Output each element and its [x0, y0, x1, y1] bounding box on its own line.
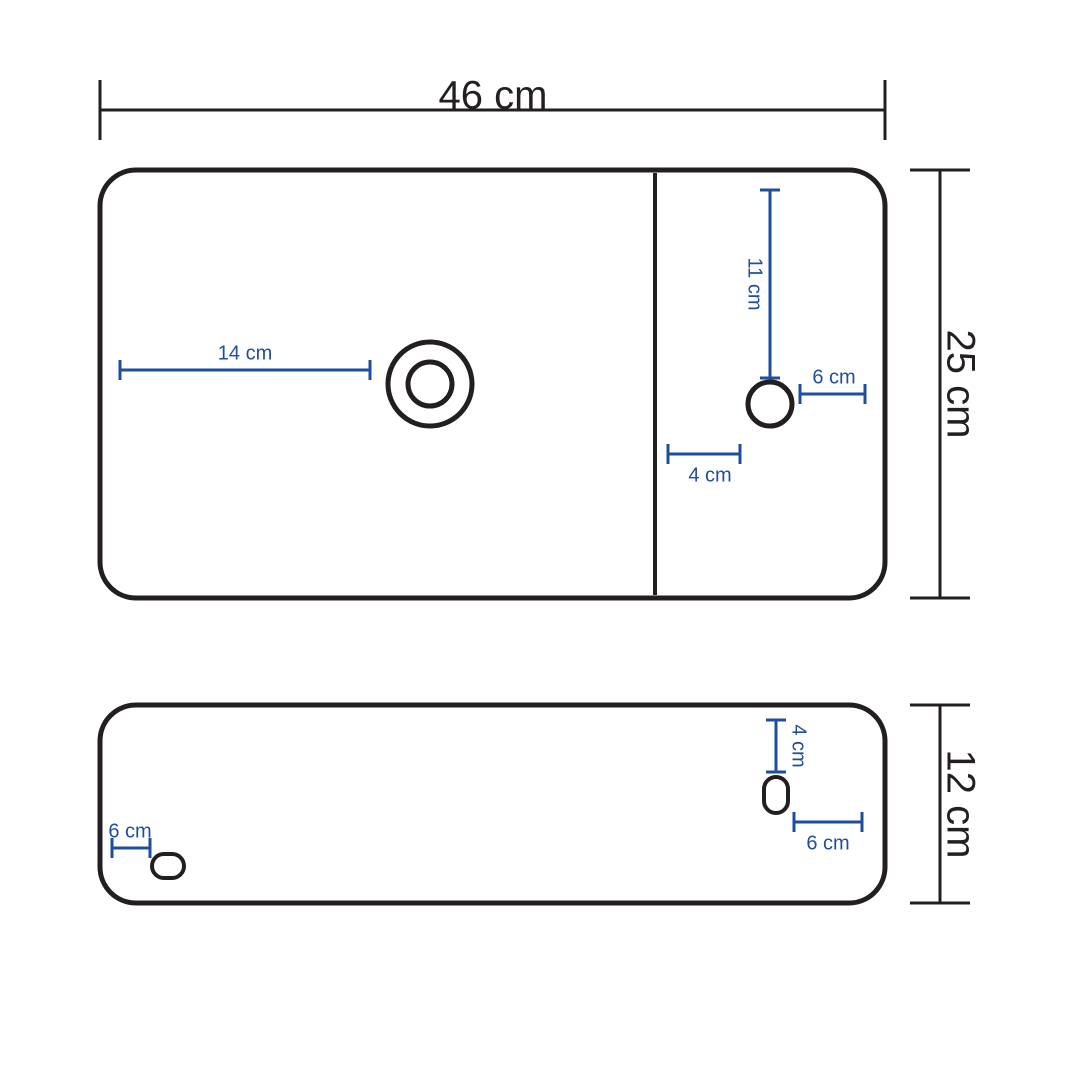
dim-4cm-front	[766, 720, 786, 772]
dim-6cm-front-left-label: 6 cm	[108, 820, 151, 842]
dim-4cm-front-label: 4 cm	[788, 724, 810, 767]
dim-6cm-top-label: 6 cm	[812, 366, 855, 388]
dim-11cm-label: 11 cm	[744, 258, 766, 311]
tap-hole	[748, 382, 792, 426]
front-view-outline	[100, 705, 885, 903]
dim-4cm-top	[668, 444, 740, 464]
dim-6cm-front-right-label: 6 cm	[806, 832, 849, 854]
dim-6cm-front-right	[794, 812, 862, 832]
drain-outer	[388, 342, 472, 426]
overflow-slot-left	[152, 854, 184, 878]
dim-46cm-label: 46 cm	[439, 74, 548, 118]
dim-25cm-label: 25 cm	[938, 330, 982, 439]
dim-12cm-label: 12 cm	[938, 750, 982, 859]
drain-inner	[408, 362, 452, 406]
dim-4cm-top-label: 4 cm	[688, 464, 731, 486]
dim-14cm-label: 14 cm	[218, 342, 272, 364]
overflow-slot-right	[764, 777, 788, 813]
